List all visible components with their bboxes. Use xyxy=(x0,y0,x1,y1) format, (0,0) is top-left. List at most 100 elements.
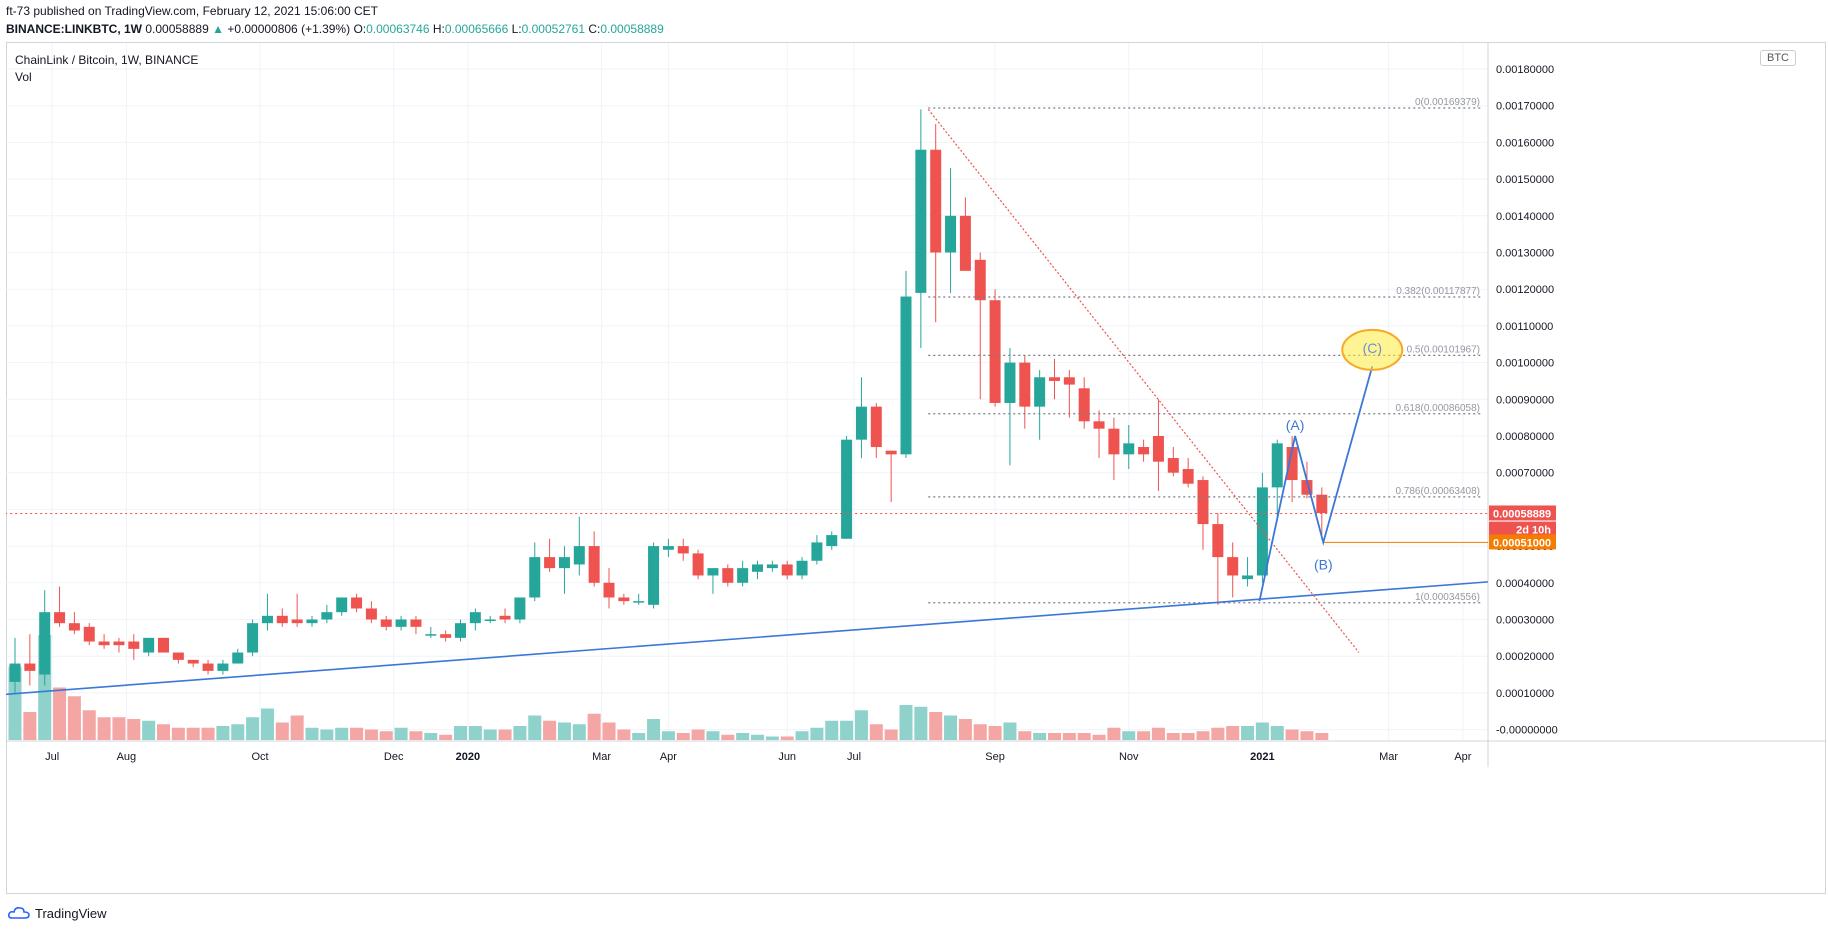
low-value: 0.00052761 xyxy=(521,22,586,36)
x-tick-label: Nov xyxy=(1119,751,1139,763)
volume-bar xyxy=(632,733,646,740)
candle-body xyxy=(781,564,793,576)
candle-body xyxy=(143,637,155,653)
x-tick-label: Apr xyxy=(660,751,677,763)
volume-bar xyxy=(1062,733,1076,740)
y-tick-label: 0.00180000 xyxy=(1496,64,1554,76)
fib-level-label: 1(0.00034556) xyxy=(1415,592,1480,603)
candle-body xyxy=(1167,458,1179,473)
candle-body xyxy=(618,597,630,602)
volume-bar xyxy=(364,729,378,740)
volume-bar xyxy=(988,726,1002,740)
x-tick-label: Jul xyxy=(847,751,861,763)
candle-body xyxy=(365,608,377,620)
price-tag-label: 2d 10h xyxy=(1516,525,1551,537)
x-tick-label: Apr xyxy=(1454,751,1471,763)
volume-bar xyxy=(231,724,245,740)
candle-body xyxy=(98,641,110,646)
open-label: O: xyxy=(353,22,367,36)
volume-bar xyxy=(691,729,705,740)
y-tick-label: 0.00080000 xyxy=(1496,431,1554,443)
wave-label: (A) xyxy=(1286,417,1305,433)
candle-body xyxy=(247,623,259,653)
volume-bar xyxy=(23,712,37,740)
candle-body xyxy=(1152,436,1164,462)
candle-body xyxy=(425,634,437,636)
candle-body xyxy=(469,612,481,624)
volume-bar xyxy=(216,726,230,740)
volume-bar xyxy=(201,727,215,740)
y-tick-label: 0.00140000 xyxy=(1496,211,1554,223)
candle-body xyxy=(68,623,80,631)
fib-level-label: 0.618(0.00086058) xyxy=(1395,403,1480,414)
volume-bar xyxy=(290,715,304,740)
candle-body xyxy=(1049,377,1060,381)
candle-body xyxy=(351,597,363,609)
candle-body xyxy=(1063,377,1075,385)
footer-brand[interactable]: TradingView xyxy=(8,901,107,925)
candle-body xyxy=(217,663,229,671)
volume-bar xyxy=(587,713,601,740)
candle-body xyxy=(54,612,66,624)
low-label: L: xyxy=(511,22,522,36)
volume-bar xyxy=(647,719,661,740)
currency-badge[interactable]: BTC xyxy=(1760,50,1796,66)
volume-bar xyxy=(483,729,497,740)
volume-bar xyxy=(1315,733,1329,740)
candle-body xyxy=(796,560,808,576)
volume-bar xyxy=(929,712,943,740)
y-tick-label: 0.00070000 xyxy=(1496,468,1554,480)
candle-body xyxy=(499,615,511,620)
volume-bar xyxy=(409,731,423,740)
tradingview-cloud-icon xyxy=(8,907,30,919)
price-tag-label: 0.00058889 xyxy=(1493,508,1551,520)
x-tick-label: Jun xyxy=(778,751,796,763)
y-tick-label: 0.00170000 xyxy=(1496,101,1554,113)
candle-body xyxy=(930,149,942,253)
candle-body xyxy=(915,149,927,293)
candle-body xyxy=(588,546,600,583)
candle-body xyxy=(440,634,452,638)
wave-label: (B) xyxy=(1314,556,1333,572)
volume-bar xyxy=(528,715,542,740)
volume-bar xyxy=(186,727,200,740)
volume-bar xyxy=(260,708,274,740)
volume-bar xyxy=(82,710,96,740)
volume-bar xyxy=(840,720,854,740)
volume-bar xyxy=(676,733,690,740)
symbol-label: BINANCE:LINKBTC, 1W xyxy=(6,22,142,36)
volume-bar xyxy=(1122,731,1136,740)
volume-bar xyxy=(1181,733,1195,740)
x-tick-label: Mar xyxy=(1379,751,1398,763)
candle-body xyxy=(1182,469,1194,484)
candle-body xyxy=(24,663,36,671)
volume-bar xyxy=(246,717,260,740)
plot-layer xyxy=(6,107,1488,740)
volume-bar xyxy=(751,734,764,740)
candle-body xyxy=(306,619,318,624)
volume-bar xyxy=(1255,722,1269,740)
candle-body xyxy=(989,300,1001,403)
target-ellipse xyxy=(1341,328,1404,371)
volume-bar xyxy=(810,727,824,740)
candle-body xyxy=(544,557,556,569)
candle-body xyxy=(974,259,986,301)
candle-body xyxy=(558,557,570,569)
candle-body xyxy=(187,659,199,664)
publish-info: ft-73 published on TradingView.com, Febr… xyxy=(6,4,378,18)
price-tag xyxy=(1489,505,1556,521)
x-tick-label: Aug xyxy=(117,751,137,763)
fib-level-label: 0.382(0.00117877) xyxy=(1396,286,1480,297)
y-tick-label: 0.00020000 xyxy=(1496,651,1554,663)
candle-body xyxy=(1138,447,1150,455)
candle-body xyxy=(737,568,749,583)
volume-bar xyxy=(1166,733,1180,740)
volume-bar xyxy=(958,719,972,740)
volume-bar xyxy=(1018,731,1032,740)
volume-bar xyxy=(721,734,735,740)
volume-bar xyxy=(557,722,571,740)
candle-body xyxy=(39,612,51,675)
up-arrow-icon: ▲ xyxy=(212,22,224,36)
volume-bar xyxy=(127,719,141,740)
